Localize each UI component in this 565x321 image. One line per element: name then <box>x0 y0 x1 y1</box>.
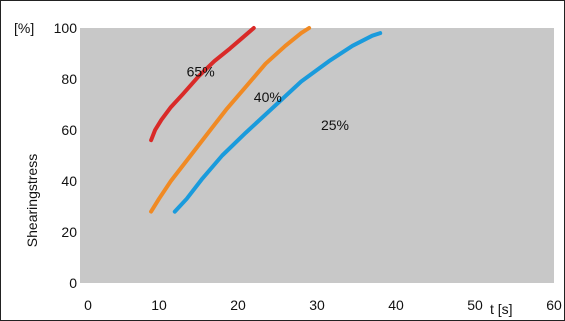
plot-area <box>80 28 554 283</box>
y-tick-label: 40 <box>61 173 77 189</box>
x-tick-label: 30 <box>309 297 325 313</box>
series-line-40pct <box>149 26 312 214</box>
series-annotation: 40% <box>254 89 282 105</box>
x-tick-label: 50 <box>467 297 483 313</box>
series-annotation: 65% <box>187 63 215 79</box>
series-line-65pct <box>149 26 256 143</box>
x-tick-label: 60 <box>546 297 562 313</box>
y-unit-label: [%] <box>14 20 34 36</box>
x-tick-label: 10 <box>151 297 167 313</box>
x-tick-label: 0 <box>84 297 92 313</box>
x-tick-label: 40 <box>388 297 404 313</box>
series-annotation: 25% <box>321 117 349 133</box>
y-tick-label: 20 <box>61 224 77 240</box>
x-axis-label: t [s] <box>490 301 513 317</box>
y-tick-label: 0 <box>69 275 77 291</box>
series-line-25pct <box>172 31 383 214</box>
x-tick-label: 20 <box>230 297 246 313</box>
y-tick-label: 80 <box>61 71 77 87</box>
y-tick-label: 60 <box>61 122 77 138</box>
y-tick-label: 100 <box>54 20 78 36</box>
y-axis-label: Shearingstress <box>24 154 40 247</box>
